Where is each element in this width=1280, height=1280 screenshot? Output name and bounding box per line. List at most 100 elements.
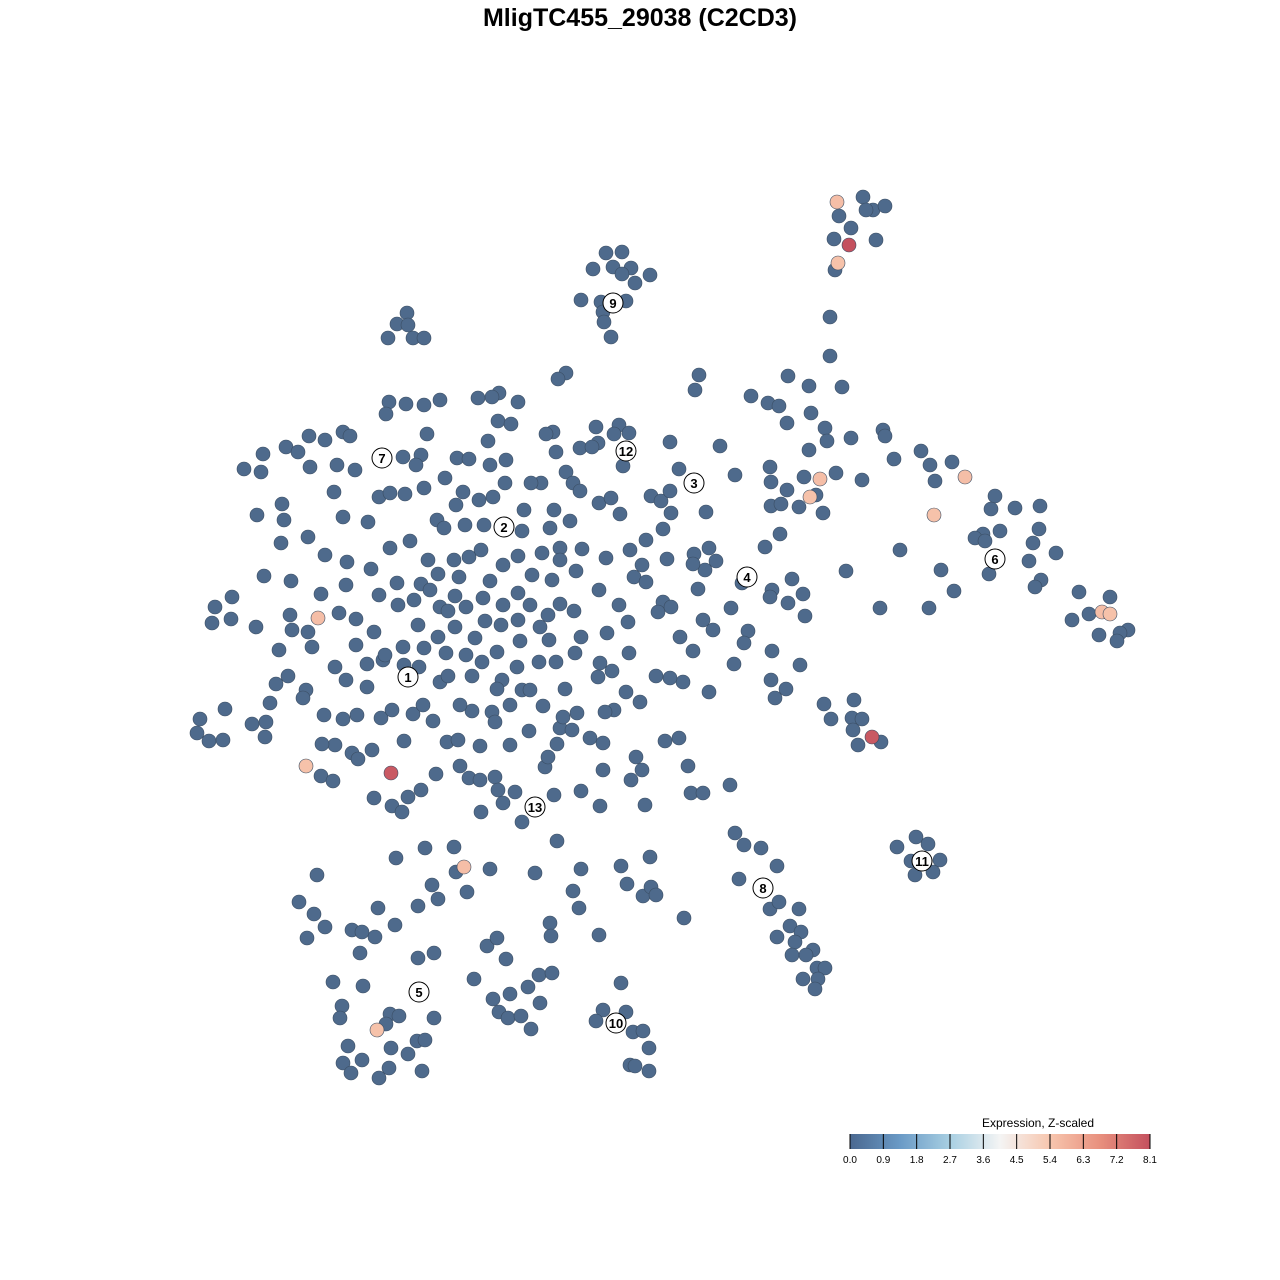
data-point <box>627 1058 643 1074</box>
data-point <box>540 607 556 623</box>
data-point <box>590 669 606 685</box>
data-point <box>523 1021 539 1037</box>
data-point <box>722 777 738 793</box>
cluster-label-circle <box>736 566 758 588</box>
data-point <box>440 668 456 684</box>
data-point <box>542 915 558 931</box>
data-point <box>410 617 426 633</box>
data-point <box>927 473 943 489</box>
data-point <box>773 496 789 512</box>
data-point <box>780 595 796 611</box>
data-point <box>452 758 468 774</box>
data-point <box>695 612 711 628</box>
data-point <box>614 244 630 260</box>
cluster-label-circle <box>602 292 624 314</box>
data-point <box>384 702 400 718</box>
data-point <box>489 681 505 697</box>
data-point <box>223 611 239 627</box>
data-point <box>613 975 629 991</box>
data-point <box>933 562 949 578</box>
data-point <box>622 542 638 558</box>
data-point <box>477 613 493 629</box>
data-point <box>484 389 500 405</box>
data-point <box>1048 545 1064 561</box>
data-point <box>527 865 543 881</box>
data-point <box>657 733 673 749</box>
data-point <box>769 929 785 945</box>
data-point <box>566 603 582 619</box>
data-point <box>671 461 687 477</box>
colorbar-tick-label: 1.8 <box>910 1155 924 1166</box>
data-point <box>826 231 842 247</box>
data-point <box>555 709 571 725</box>
data-point <box>648 887 664 903</box>
data-point <box>598 245 614 261</box>
data-point <box>727 467 743 483</box>
data-point <box>301 428 317 444</box>
data-point <box>415 697 431 713</box>
data-point <box>516 502 532 518</box>
data-point <box>946 583 962 599</box>
data-point <box>816 696 832 712</box>
cluster-label-2: 2 <box>493 516 515 538</box>
data-point <box>317 919 333 935</box>
cluster-label-text: 4 <box>743 570 751 585</box>
data-point <box>685 556 701 572</box>
data-point <box>482 457 498 473</box>
data-point <box>573 292 589 308</box>
data-point <box>676 910 692 926</box>
data-point <box>843 220 859 236</box>
data-point <box>354 924 370 940</box>
data-point <box>1081 606 1097 622</box>
data-point <box>922 457 938 473</box>
data-point <box>408 457 424 473</box>
data-point <box>334 998 350 1014</box>
data-point <box>325 974 341 990</box>
data-point <box>572 483 588 499</box>
data-point <box>850 737 866 753</box>
data-point-high-expression <box>298 758 314 774</box>
data-point <box>381 394 397 410</box>
data-point <box>523 475 539 491</box>
data-point <box>779 482 795 498</box>
data-point <box>470 390 486 406</box>
data-point <box>606 426 622 442</box>
data-point <box>550 371 566 387</box>
data-point <box>772 526 788 542</box>
data-point <box>284 622 300 638</box>
cluster-label-9: 9 <box>602 292 624 314</box>
data-point <box>834 379 850 395</box>
data-point <box>784 571 800 587</box>
data-point <box>359 679 375 695</box>
data-point-high-expression <box>812 471 828 487</box>
data-point <box>653 493 669 509</box>
data-point <box>691 367 707 383</box>
data-point <box>388 850 404 866</box>
data-point <box>424 877 440 893</box>
data-point <box>727 825 743 841</box>
data-point <box>258 714 274 730</box>
data-point <box>382 540 398 556</box>
data-point <box>317 547 333 563</box>
data-point <box>461 451 477 467</box>
data-point <box>417 840 433 856</box>
data-point <box>540 749 556 765</box>
colorbar-tick-label: 8.1 <box>1143 1155 1157 1166</box>
data-point <box>428 766 444 782</box>
data-point-high-expression <box>310 610 326 626</box>
data-point <box>290 444 306 460</box>
data-point <box>542 520 558 536</box>
data-point <box>300 624 316 640</box>
data-point <box>390 597 406 613</box>
data-point <box>573 629 589 645</box>
data-point <box>349 707 365 723</box>
data-point <box>472 738 488 754</box>
data-point <box>655 521 671 537</box>
data-point <box>416 397 432 413</box>
data-point <box>354 1052 370 1068</box>
data-point <box>244 716 260 732</box>
data-point <box>822 348 838 364</box>
data-point <box>604 663 620 679</box>
data-point <box>546 787 562 803</box>
data-point <box>801 378 817 394</box>
